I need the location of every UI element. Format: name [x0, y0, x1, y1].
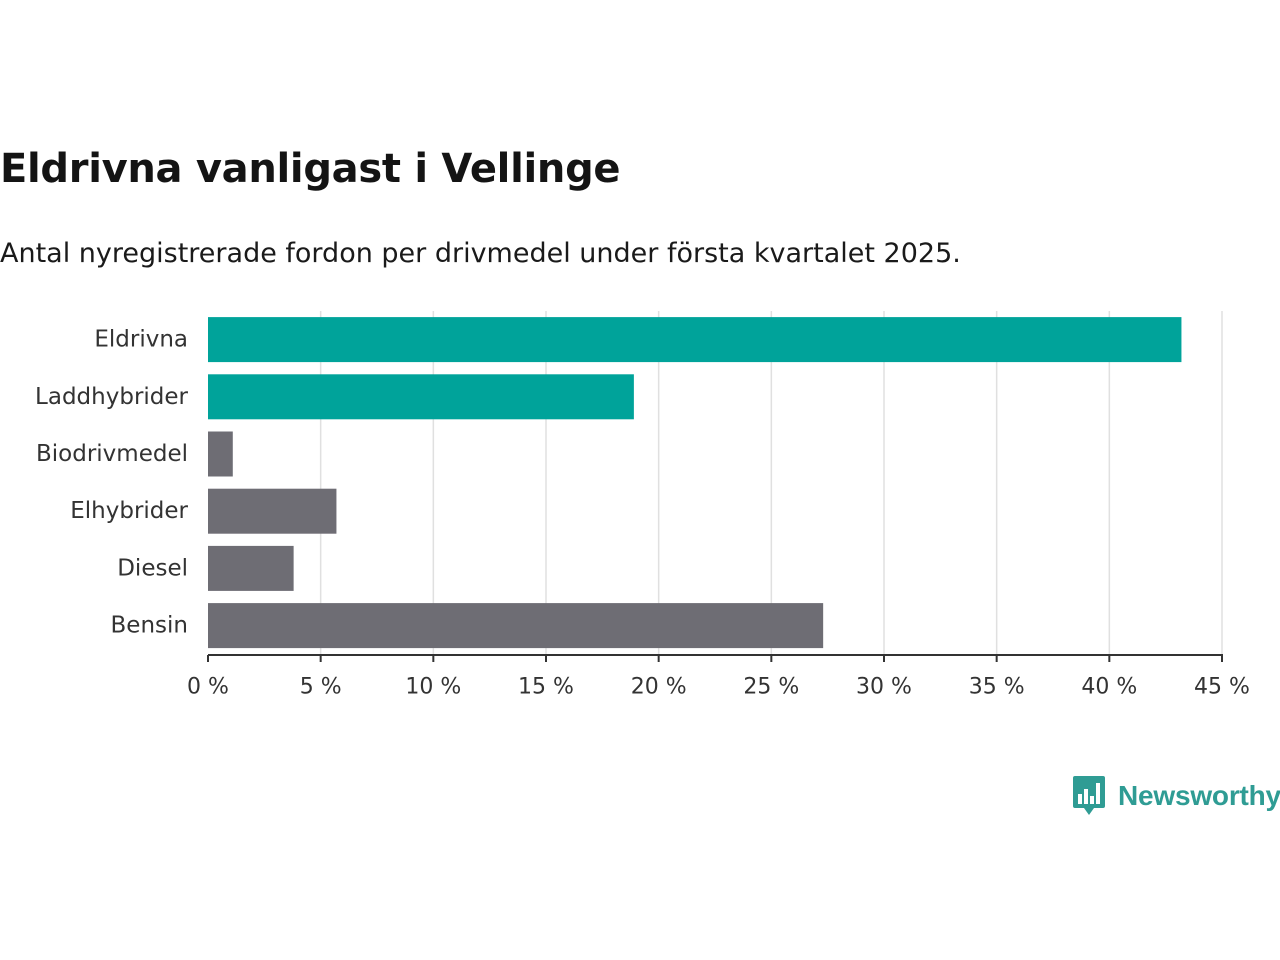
x-tick-label: 15 %: [518, 675, 574, 700]
bar-biodrivmedel: [208, 431, 233, 477]
category-label: Eldrivna: [94, 327, 188, 353]
brand-name: Newsworthy: [1118, 780, 1280, 811]
bar-diesel: [208, 545, 294, 591]
x-tick-label: 35 %: [969, 675, 1025, 700]
brand-logo: Newsworthy: [1072, 774, 1280, 818]
category-label: Laddhybrider: [35, 384, 188, 410]
bar-chart-speech-bubble-icon: [1073, 776, 1105, 815]
category-label: Biodrivmedel: [36, 441, 188, 467]
x-tick-label: 5 %: [300, 675, 342, 700]
x-tick-label: 10 %: [405, 675, 461, 700]
bars: [208, 317, 1182, 649]
category-label: Elhybrider: [70, 498, 188, 524]
bar-elhybrider: [208, 488, 337, 534]
bar-eldrivna: [208, 317, 1182, 363]
x-tick-label: 0 %: [187, 675, 229, 700]
chart-title: Eldrivna vanligast i Vellinge: [0, 146, 621, 192]
x-tick-label: 25 %: [743, 675, 799, 700]
bar-bensin: [208, 603, 824, 649]
x-tick-label: 45 %: [1194, 675, 1250, 700]
category-label: Bensin: [111, 613, 188, 639]
chart-subtitle: Antal nyregistrerade fordon per drivmede…: [0, 238, 961, 269]
gridlines: [319, 311, 1223, 655]
x-axis: 0 % 5 % 10 % 15 % 20 % 25 % 30 % 35 % 40 % 45 %: [187, 654, 1250, 700]
category-label: Diesel: [117, 555, 188, 581]
x-tick-label: 30 %: [856, 675, 912, 700]
bar-laddhybrider: [208, 374, 634, 420]
category-labels: Eldrivna Laddhybrider Biodrivmedel Elhybrid…: [35, 327, 188, 639]
x-tick-label: 20 %: [631, 675, 687, 700]
x-tick-label: 40 %: [1081, 675, 1137, 700]
